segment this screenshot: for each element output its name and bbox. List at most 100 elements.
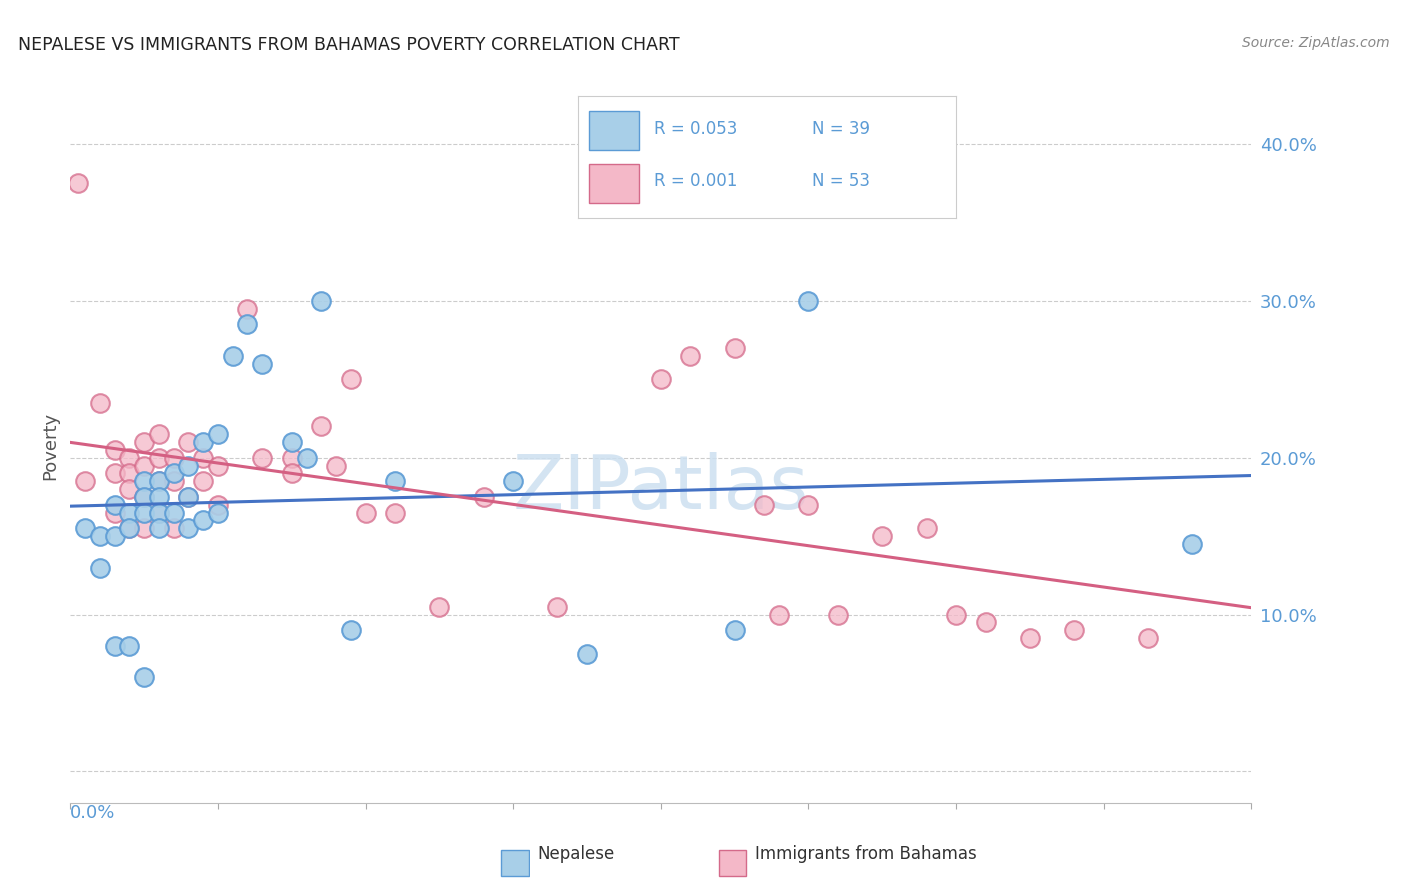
Point	[207, 458, 229, 473]
Point	[281, 467, 304, 481]
Point	[104, 498, 127, 512]
Point	[1136, 631, 1159, 645]
Point	[148, 475, 170, 489]
Point	[104, 529, 127, 543]
Point	[132, 521, 156, 535]
Point	[148, 427, 170, 442]
Point	[132, 458, 156, 473]
Y-axis label: Poverty: Poverty	[41, 412, 59, 480]
Point	[118, 639, 141, 653]
Point	[576, 647, 599, 661]
FancyBboxPatch shape	[501, 850, 529, 876]
Text: NEPALESE VS IMMIGRANTS FROM BAHAMAS POVERTY CORRELATION CHART: NEPALESE VS IMMIGRANTS FROM BAHAMAS POVE…	[18, 36, 681, 54]
Point	[250, 357, 273, 371]
Point	[89, 560, 111, 574]
Point	[66, 176, 89, 190]
Point	[132, 490, 156, 504]
Point	[281, 435, 304, 450]
Point	[650, 372, 672, 386]
Point	[340, 624, 363, 638]
Point	[191, 450, 214, 465]
Point	[75, 521, 96, 535]
Text: Source: ZipAtlas.com: Source: ZipAtlas.com	[1241, 36, 1389, 50]
Point	[1063, 624, 1085, 638]
Point	[827, 607, 849, 622]
Point	[309, 419, 333, 434]
Point	[754, 498, 776, 512]
Point	[148, 521, 170, 535]
Point	[295, 450, 318, 465]
Point	[250, 450, 273, 465]
Point	[132, 435, 156, 450]
Point	[207, 498, 229, 512]
Point	[148, 450, 170, 465]
Point	[236, 301, 259, 316]
Point	[472, 490, 495, 504]
Point	[118, 506, 141, 520]
Point	[118, 450, 141, 465]
Point	[132, 490, 156, 504]
Point	[222, 349, 245, 363]
Point	[148, 506, 170, 520]
Point	[163, 450, 186, 465]
Point	[177, 490, 200, 504]
Point	[502, 475, 524, 489]
Point	[768, 607, 790, 622]
Point	[723, 624, 745, 638]
Point	[429, 599, 451, 614]
Point	[163, 475, 186, 489]
Point	[148, 490, 170, 504]
Point	[797, 293, 820, 308]
Point	[104, 442, 127, 457]
Text: Nepalese: Nepalese	[537, 845, 614, 863]
Point	[191, 475, 214, 489]
Point	[723, 341, 745, 355]
Point	[118, 521, 141, 535]
Point	[1018, 631, 1040, 645]
Point	[177, 435, 200, 450]
Text: Immigrants from Bahamas: Immigrants from Bahamas	[755, 845, 977, 863]
Point	[547, 599, 569, 614]
Point	[177, 521, 200, 535]
Point	[132, 670, 156, 684]
Point	[915, 521, 938, 535]
Point	[872, 529, 894, 543]
Point	[207, 427, 229, 442]
Point	[191, 435, 214, 450]
Point	[191, 514, 214, 528]
Text: ZIPatlas: ZIPatlas	[513, 452, 808, 525]
Point	[384, 506, 406, 520]
Point	[118, 521, 141, 535]
Point	[89, 396, 111, 410]
Point	[1181, 537, 1204, 551]
Point	[354, 506, 377, 520]
Point	[236, 318, 259, 332]
FancyBboxPatch shape	[718, 850, 747, 876]
Point	[104, 467, 127, 481]
Point	[89, 529, 111, 543]
Point	[104, 639, 127, 653]
Point	[148, 506, 170, 520]
Point	[207, 506, 229, 520]
Point	[384, 475, 406, 489]
Point	[148, 475, 170, 489]
Point	[177, 458, 200, 473]
Point	[281, 450, 304, 465]
Point	[118, 467, 141, 481]
Point	[104, 506, 127, 520]
Point	[163, 506, 186, 520]
Text: 0.0%: 0.0%	[70, 805, 115, 822]
Point	[132, 475, 156, 489]
Point	[75, 475, 96, 489]
Point	[163, 521, 186, 535]
Point	[340, 372, 363, 386]
Point	[309, 293, 333, 308]
Point	[163, 467, 186, 481]
Point	[974, 615, 997, 630]
Point	[177, 490, 200, 504]
Point	[945, 607, 967, 622]
Point	[325, 458, 347, 473]
Point	[132, 506, 156, 520]
Point	[118, 482, 141, 496]
Point	[797, 498, 820, 512]
